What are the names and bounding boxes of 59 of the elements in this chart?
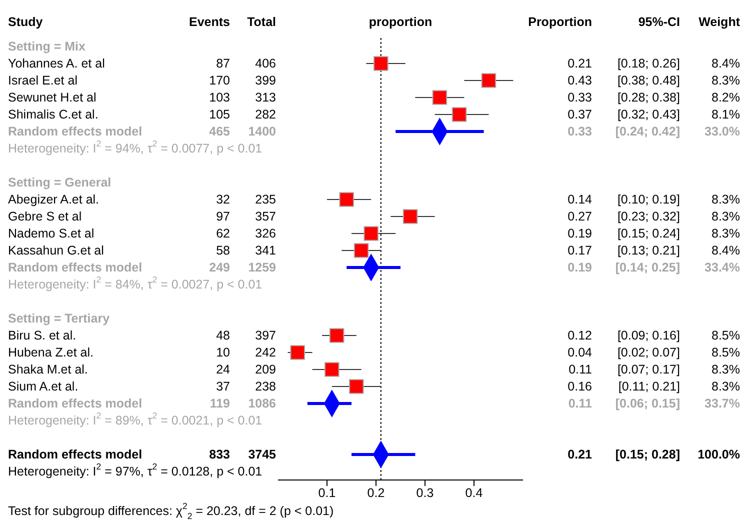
category-label: Hubena Z.et al. 10 242 <box>8 346 276 360</box>
point <box>452 107 467 122</box>
category-label: Gebre S et al 97 357 <box>8 210 276 224</box>
point <box>481 73 496 88</box>
text: 0.27 [0.23; 0.32] 8.3% <box>568 210 740 224</box>
text: 0.37 [0.32; 0.43] 8.1% <box>568 108 740 122</box>
x-tick-label: 0.1 <box>318 486 336 500</box>
category-label: Yohannes A. et al 87 406 <box>8 56 276 70</box>
category-label: Shimalis C.et al. 105 282 <box>8 108 276 122</box>
text: 0.19 [0.15; 0.24] 8.3% <box>568 226 740 240</box>
x-tick-label: 0.2 <box>367 486 385 500</box>
point <box>374 56 388 71</box>
category-label: Israel E.et al 170 399 <box>8 74 276 88</box>
category-label: Shaka M.et al. 24 209 <box>8 362 276 376</box>
text: 0.14 [0.10; 0.19] 8.3% <box>568 192 740 206</box>
y-tick-label: Heterogeneity: I$^{2}$ = 97%, τ$^{2}$ = 0.0128, p < 0.01 <box>8 462 262 478</box>
text: 0.17 [0.13; 0.21] 8.4% <box>568 244 740 258</box>
text: 0.19 [0.14; 0.25] 33.4% <box>568 260 740 274</box>
text: 0.11 [0.06; 0.15] 33.7% <box>568 396 740 410</box>
x-axis-title: proportion <box>368 15 432 29</box>
point <box>354 243 369 258</box>
category-label: Sium A.et al. 37 238 <box>8 380 276 394</box>
text: 0.16 [0.11; 0.21] 8.3% <box>568 380 740 394</box>
y-tick-label: Setting = General <box>8 176 112 190</box>
point <box>349 379 364 394</box>
category-label: Abegizer A.et al. 32 235 <box>8 192 276 206</box>
category-label: Random effects model 833 3745 <box>8 448 276 462</box>
point <box>290 345 305 360</box>
category-label: Kassahun G.et al 58 341 <box>8 244 276 258</box>
point <box>432 90 448 105</box>
text: Proportion 95%-CI Weight <box>528 15 740 29</box>
text: Study Events Total <box>8 15 276 29</box>
x-tick-label: 0.3 <box>416 486 434 500</box>
text: Test for subgroup differences: χ$^{2}$$_{2}$ = 20.23, df = 2 (p < 0.01) <box>8 501 334 521</box>
point <box>329 328 344 343</box>
category-label: Random effects model 119 1086 <box>8 396 276 410</box>
text: 0.21 [0.18; 0.26] 8.4% <box>568 56 740 70</box>
y-tick-label: Heterogeneity: I$^{2}$ = 89%, τ$^{2}$ = 0.0021, p < 0.01 <box>8 410 262 428</box>
point <box>364 226 378 241</box>
category-label: Nademo S.et al 62 326 <box>8 226 276 240</box>
text: 0.43 [0.38; 0.48] 8.3% <box>568 74 740 88</box>
category-label: Random effects model 465 1400 <box>8 124 276 138</box>
text: 0.33 [0.28; 0.38] 8.2% <box>568 90 740 104</box>
point <box>402 209 418 224</box>
text: 0.12 [0.09; 0.16] 8.5% <box>568 328 740 342</box>
text: 0.21 [0.15; 0.28] 100.0% <box>568 448 740 462</box>
x-tick-label: 0.4 <box>465 486 483 500</box>
text: 0.33 [0.24; 0.42] 33.0% <box>568 124 740 138</box>
category-label: Biru S. et al. 48 397 <box>8 328 276 342</box>
text: 0.04 [0.02; 0.07] 8.5% <box>568 346 740 360</box>
point <box>339 192 354 207</box>
y-tick-label: Setting = Mix <box>8 40 86 54</box>
y-tick-label: Heterogeneity: I$^{2}$ = 94%, τ$^{2}$ = 0.0077, p < 0.01 <box>8 138 262 156</box>
category-label: Random effects model 249 1259 <box>8 260 276 274</box>
y-tick-label: Heterogeneity: I$^{2}$ = 84%, τ$^{2}$ = 0.0027, p < 0.01 <box>8 274 262 292</box>
y-tick-label: Setting = Tertiary <box>8 312 110 326</box>
text: 0.11 [0.07; 0.17] 8.3% <box>568 362 740 376</box>
point <box>324 362 340 377</box>
category-label: Sewunet H.et al 103 313 <box>8 90 276 104</box>
